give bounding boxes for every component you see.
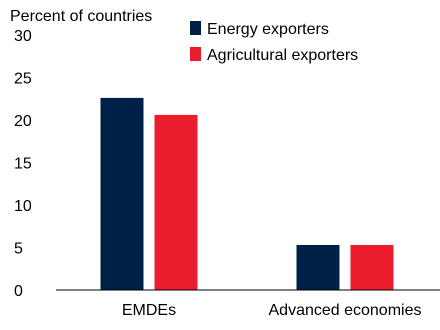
y-tick-label: 20 <box>14 113 32 130</box>
legend-swatch <box>190 21 201 35</box>
bars <box>100 97 394 291</box>
legend-label: Agricultural exporters <box>207 47 358 64</box>
legend-swatch <box>190 47 201 61</box>
legend: Energy exporters Agricultural exporters <box>190 21 358 64</box>
x-tick-label: Advanced economies <box>269 302 422 319</box>
y-tick-label: 30 <box>14 28 32 45</box>
bar-energy-advanced <box>296 244 340 290</box>
bar-agricultural-emdes <box>154 114 198 291</box>
bar-energy-emdes <box>100 97 144 291</box>
x-axis-ticks: EMDEs Advanced economies <box>122 302 422 319</box>
y-tick-label: 5 <box>14 241 23 258</box>
y-tick-label: 0 <box>14 283 23 300</box>
legend-label: Energy exporters <box>207 21 329 38</box>
bar-agricultural-advanced <box>350 244 394 290</box>
y-tick-label: 10 <box>14 198 32 215</box>
y-tick-label: 15 <box>14 156 32 173</box>
y-axis-ticks: 0 5 10 15 20 25 30 <box>14 28 32 300</box>
y-axis-label: Percent of countries <box>10 8 152 25</box>
y-tick-label: 25 <box>14 71 32 88</box>
x-tick-label: EMDEs <box>122 302 176 319</box>
